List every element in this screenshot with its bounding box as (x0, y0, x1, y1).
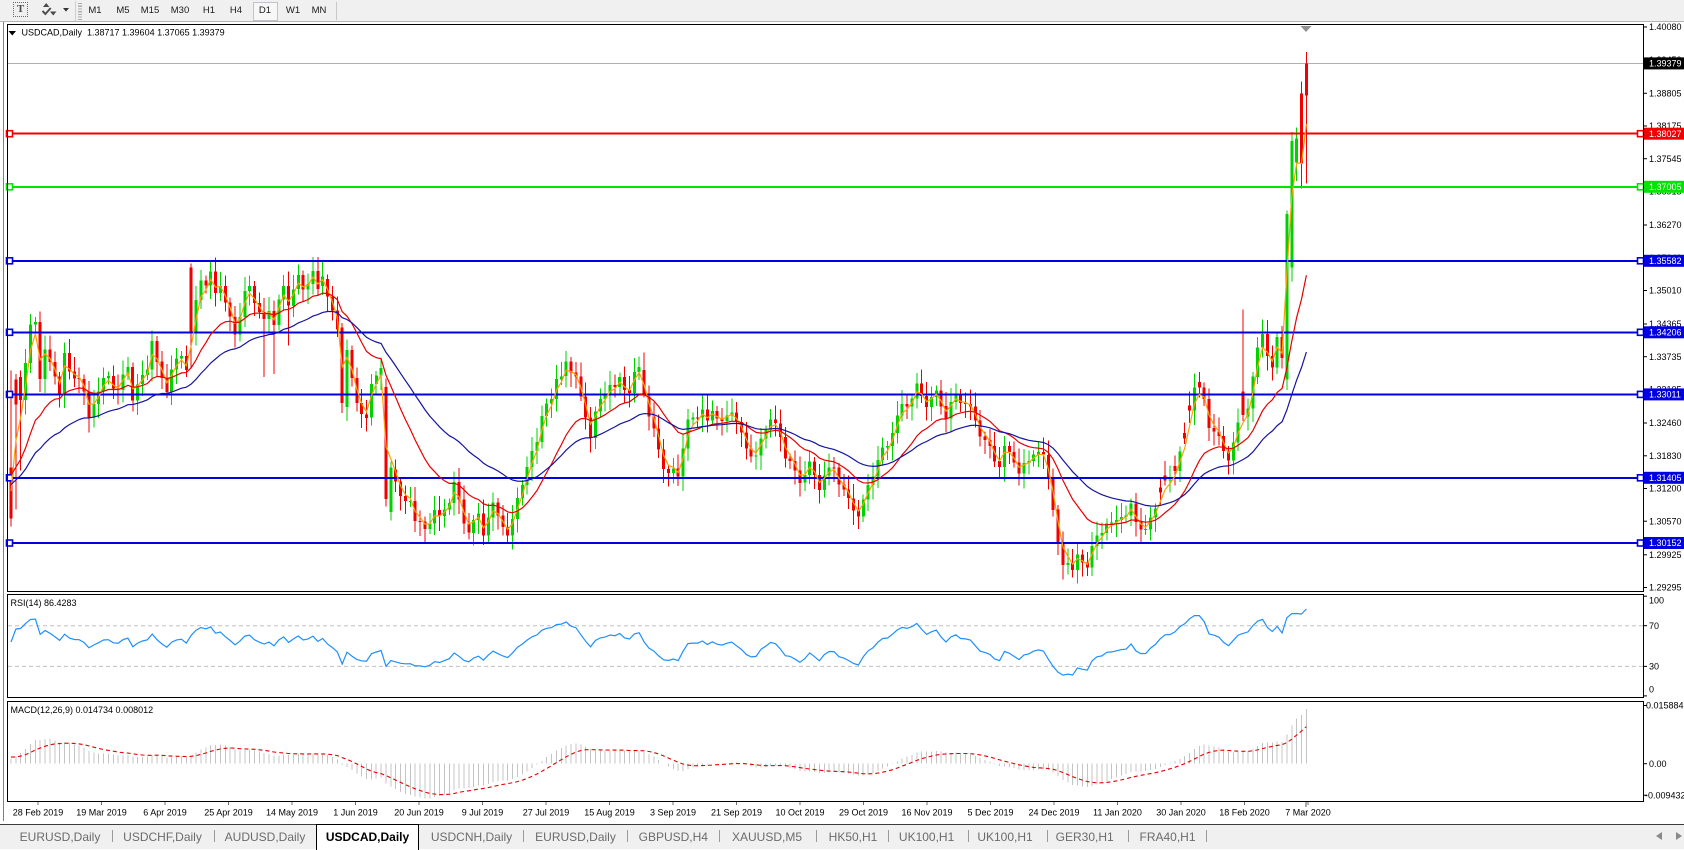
svg-text:7 Mar 2020: 7 Mar 2020 (1285, 808, 1331, 818)
svg-text:1.33011: 1.33011 (1649, 390, 1681, 400)
svg-text:29 Oct 2019: 29 Oct 2019 (839, 808, 888, 818)
svg-text:MACD(12,26,9) 0.014734 0.00801: MACD(12,26,9) 0.014734 0.008012 (11, 705, 154, 715)
svg-text:24 Dec 2019: 24 Dec 2019 (1028, 808, 1079, 818)
svg-text:1.37545: 1.37545 (1649, 154, 1682, 164)
svg-text:1.29295: 1.29295 (1649, 583, 1682, 593)
svg-text:21 Sep 2019: 21 Sep 2019 (711, 808, 762, 818)
svg-text:1.29925: 1.29925 (1649, 550, 1682, 560)
svg-text:1.38027: 1.38027 (1649, 129, 1682, 139)
svg-text:1.37005: 1.37005 (1649, 182, 1682, 192)
svg-text:1.38805: 1.38805 (1649, 89, 1682, 99)
svg-text:1.34365: 1.34365 (1649, 319, 1682, 329)
svg-text:1.36270: 1.36270 (1649, 220, 1682, 230)
svg-text:14 May 2019: 14 May 2019 (266, 808, 318, 818)
svg-text:5 Dec 2019: 5 Dec 2019 (967, 808, 1013, 818)
svg-text:18 Feb 2020: 18 Feb 2020 (1219, 808, 1270, 818)
svg-text:1.34206: 1.34206 (1649, 328, 1682, 338)
svg-text:1.33735: 1.33735 (1649, 352, 1682, 362)
svg-text:1 Jun 2019: 1 Jun 2019 (333, 808, 378, 818)
svg-text:0: 0 (1649, 685, 1654, 695)
svg-text:9 Jul 2019: 9 Jul 2019 (462, 808, 504, 818)
svg-text:28 Feb 2019: 28 Feb 2019 (13, 808, 64, 818)
svg-text:0.015884: 0.015884 (1646, 701, 1684, 711)
svg-text:30 Jan 2020: 30 Jan 2020 (1156, 808, 1206, 818)
svg-text:1.40080: 1.40080 (1649, 22, 1682, 32)
svg-text:1.30570: 1.30570 (1649, 516, 1682, 526)
svg-text:RSI(14) 86.4283: RSI(14) 86.4283 (11, 598, 77, 608)
svg-text:25 Apr 2019: 25 Apr 2019 (204, 808, 253, 818)
svg-text:1.31405: 1.31405 (1649, 473, 1682, 483)
svg-text:1.38175: 1.38175 (1649, 121, 1682, 131)
svg-text:30: 30 (1649, 662, 1659, 672)
svg-text:10 Oct 2019: 10 Oct 2019 (775, 808, 824, 818)
svg-text:15 Aug 2019: 15 Aug 2019 (584, 808, 635, 818)
svg-text:1.39379: 1.39379 (1649, 59, 1682, 69)
svg-text:19 Mar 2019: 19 Mar 2019 (76, 808, 127, 818)
svg-text:70: 70 (1649, 621, 1659, 631)
svg-text:USDCAD,Daily 1.38717 1.39604: USDCAD,Daily 1.38717 1.39604 1.37065 1.3… (22, 28, 225, 38)
svg-text:27 Jul 2019: 27 Jul 2019 (523, 808, 570, 818)
svg-text:1.32460: 1.32460 (1649, 418, 1682, 428)
svg-text:16 Nov 2019: 16 Nov 2019 (901, 808, 952, 818)
svg-text:20 Jun 2019: 20 Jun 2019 (394, 808, 444, 818)
svg-text:11 Jan 2020: 11 Jan 2020 (1093, 808, 1142, 818)
svg-text:0.00: 0.00 (1649, 759, 1667, 769)
svg-text:1.31830: 1.31830 (1649, 451, 1682, 461)
svg-text:3 Sep 2019: 3 Sep 2019 (650, 808, 696, 818)
svg-text:1.35582: 1.35582 (1649, 256, 1682, 266)
svg-text:6 Apr 2019: 6 Apr 2019 (143, 808, 187, 818)
svg-text:1.35010: 1.35010 (1649, 286, 1682, 296)
svg-text:100: 100 (1649, 596, 1664, 606)
svg-text:1.30152: 1.30152 (1649, 538, 1682, 548)
svg-text:1.31200: 1.31200 (1649, 484, 1682, 494)
svg-text:-0.009432: -0.009432 (1645, 790, 1684, 800)
